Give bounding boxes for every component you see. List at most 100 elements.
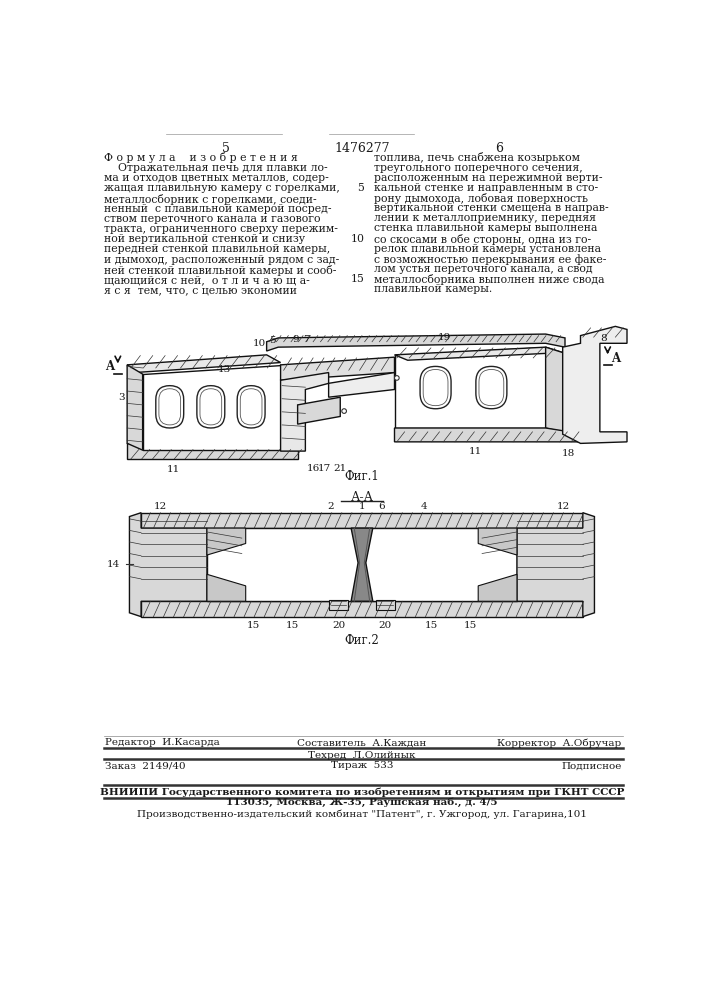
Polygon shape (329, 600, 348, 610)
Text: 9: 9 (293, 335, 299, 344)
FancyBboxPatch shape (476, 366, 507, 409)
Text: Корректор  А.Обручар: Корректор А.Обручар (497, 738, 621, 748)
Text: 15: 15 (286, 620, 299, 630)
Text: жащая плавильную камеру с горелками,: жащая плавильную камеру с горелками, (104, 183, 340, 193)
Text: топлива, печь снабжена козырьком: топлива, печь снабжена козырьком (373, 152, 580, 163)
Text: стенка плавильной камеры выполнена: стенка плавильной камеры выполнена (373, 223, 597, 233)
Polygon shape (478, 574, 517, 601)
Text: расположенным на пережимной верти-: расположенным на пережимной верти- (373, 173, 602, 183)
Text: ней стенкой плавильной камеры и сооб-: ней стенкой плавильной камеры и сооб- (104, 265, 337, 276)
Text: металлосборника выполнен ниже свода: металлосборника выполнен ниже свода (373, 274, 604, 285)
Text: со скосами в обе стороны, одна из го-: со скосами в обе стороны, одна из го- (373, 234, 591, 245)
Polygon shape (207, 528, 517, 601)
Text: 18: 18 (562, 449, 575, 458)
Text: Редактор  И.Касарда: Редактор И.Касарда (105, 738, 220, 747)
Text: передней стенкой плавильной камеры,: передней стенкой плавильной камеры, (104, 244, 330, 254)
Circle shape (341, 409, 346, 413)
Polygon shape (517, 513, 595, 617)
Text: ВНИИПИ Государственного комитета по изобретениям и открытиям при ГКНТ СССР: ВНИИПИ Государственного комитета по изоб… (100, 788, 624, 797)
Text: 1476277: 1476277 (334, 142, 390, 155)
Text: 8: 8 (600, 334, 607, 343)
Text: вертикальной стенки смещена в направ-: вертикальной стенки смещена в направ- (373, 203, 608, 213)
Text: 5: 5 (221, 142, 230, 155)
Polygon shape (143, 365, 282, 453)
Text: 16: 16 (307, 464, 320, 473)
Text: 15: 15 (351, 274, 364, 284)
Text: релок плавильной камеры установлена: релок плавильной камеры установлена (373, 244, 600, 254)
Text: 1: 1 (358, 502, 366, 511)
Text: плавильной камеры.: плавильной камеры. (373, 284, 492, 294)
Text: A: A (611, 352, 620, 365)
Text: треугольного поперечного сечения,: треугольного поперечного сечения, (373, 163, 583, 173)
Text: Отражательная печь для плавки ло-: Отражательная печь для плавки ло- (104, 163, 327, 173)
Text: A: A (105, 360, 115, 373)
Polygon shape (395, 347, 546, 428)
Text: 2: 2 (327, 502, 334, 511)
Text: 11: 11 (469, 447, 482, 456)
FancyBboxPatch shape (240, 389, 262, 425)
Text: 5: 5 (358, 183, 364, 193)
Polygon shape (329, 373, 395, 397)
Text: Техред  Л.Олийнык: Техред Л.Олийнык (308, 751, 416, 760)
Polygon shape (351, 528, 373, 601)
Text: лении к металлоприемнику, передняя: лении к металлоприемнику, передняя (373, 213, 595, 223)
Text: 6: 6 (378, 502, 385, 511)
Polygon shape (563, 326, 627, 443)
Text: 17: 17 (318, 464, 332, 473)
Text: 12: 12 (154, 502, 167, 511)
Text: 13: 13 (217, 365, 230, 374)
Text: 10: 10 (253, 339, 267, 348)
Text: Подписное: Подписное (561, 761, 621, 770)
Text: 20: 20 (332, 620, 345, 630)
Text: и дымоход, расположенный рядом с зад-: и дымоход, расположенный рядом с зад- (104, 255, 339, 265)
Polygon shape (281, 373, 329, 451)
Polygon shape (281, 357, 395, 380)
Text: 19: 19 (438, 333, 451, 342)
Text: А-А: А-А (351, 491, 373, 504)
Polygon shape (127, 443, 298, 459)
Polygon shape (376, 600, 395, 610)
Text: щающийся с ней,  о т л и ч а ю щ а-: щающийся с ней, о т л и ч а ю щ а- (104, 275, 310, 285)
Text: 15: 15 (425, 620, 438, 630)
Text: ма и отходов цветных металлов, содер-: ма и отходов цветных металлов, содер- (104, 173, 329, 183)
Polygon shape (395, 428, 585, 442)
Text: 10: 10 (350, 234, 364, 244)
Text: Тираж  533: Тираж 533 (331, 761, 393, 770)
Text: ной вертикальной стенкой и снизу: ной вертикальной стенкой и снизу (104, 234, 305, 244)
Polygon shape (207, 574, 246, 601)
Text: Фиг.2: Фиг.2 (344, 634, 380, 647)
FancyBboxPatch shape (479, 369, 504, 406)
Text: 6: 6 (495, 142, 503, 155)
Text: 11: 11 (167, 465, 180, 474)
Polygon shape (267, 334, 565, 351)
Text: 5: 5 (269, 336, 276, 345)
Text: ством переточного канала и газового: ством переточного канала и газового (104, 214, 320, 224)
FancyBboxPatch shape (159, 389, 180, 425)
Text: 113035, Москва, Ж-35, Раушская наб., д. 4/5: 113035, Москва, Ж-35, Раушская наб., д. … (226, 798, 498, 807)
Text: я с я  тем, что, с целью экономии: я с я тем, что, с целью экономии (104, 285, 297, 295)
Text: Производственно-издательский комбинат "Патент", г. Ужгород, ул. Гагарина,101: Производственно-издательский комбинат "П… (137, 809, 587, 819)
Circle shape (395, 376, 399, 380)
Text: 12: 12 (557, 502, 570, 511)
Text: с возможностью перекрывания ее факе-: с возможностью перекрывания ее факе- (373, 254, 606, 265)
Polygon shape (141, 513, 583, 528)
Polygon shape (207, 528, 246, 555)
Polygon shape (141, 601, 583, 617)
Text: Составитель  А.Каждан: Составитель А.Каждан (298, 738, 426, 747)
Polygon shape (546, 347, 592, 432)
Text: 3: 3 (118, 393, 125, 402)
Polygon shape (478, 528, 517, 555)
Polygon shape (129, 513, 207, 617)
Polygon shape (127, 355, 281, 373)
Text: ненный  с плавильной камерой посред-: ненный с плавильной камерой посред- (104, 204, 332, 214)
Text: кальной стенке и направленным в сто-: кальной стенке и направленным в сто- (373, 183, 597, 193)
Text: 15: 15 (247, 620, 260, 630)
FancyBboxPatch shape (197, 386, 225, 428)
Text: рону дымохода, лобовая поверхность: рону дымохода, лобовая поверхность (373, 193, 588, 204)
FancyBboxPatch shape (200, 389, 222, 425)
Text: Фиг.1: Фиг.1 (344, 470, 380, 483)
Polygon shape (395, 347, 563, 360)
Text: Заказ  2149/40: Заказ 2149/40 (105, 761, 186, 770)
Text: 14: 14 (107, 560, 120, 569)
FancyBboxPatch shape (420, 366, 451, 409)
